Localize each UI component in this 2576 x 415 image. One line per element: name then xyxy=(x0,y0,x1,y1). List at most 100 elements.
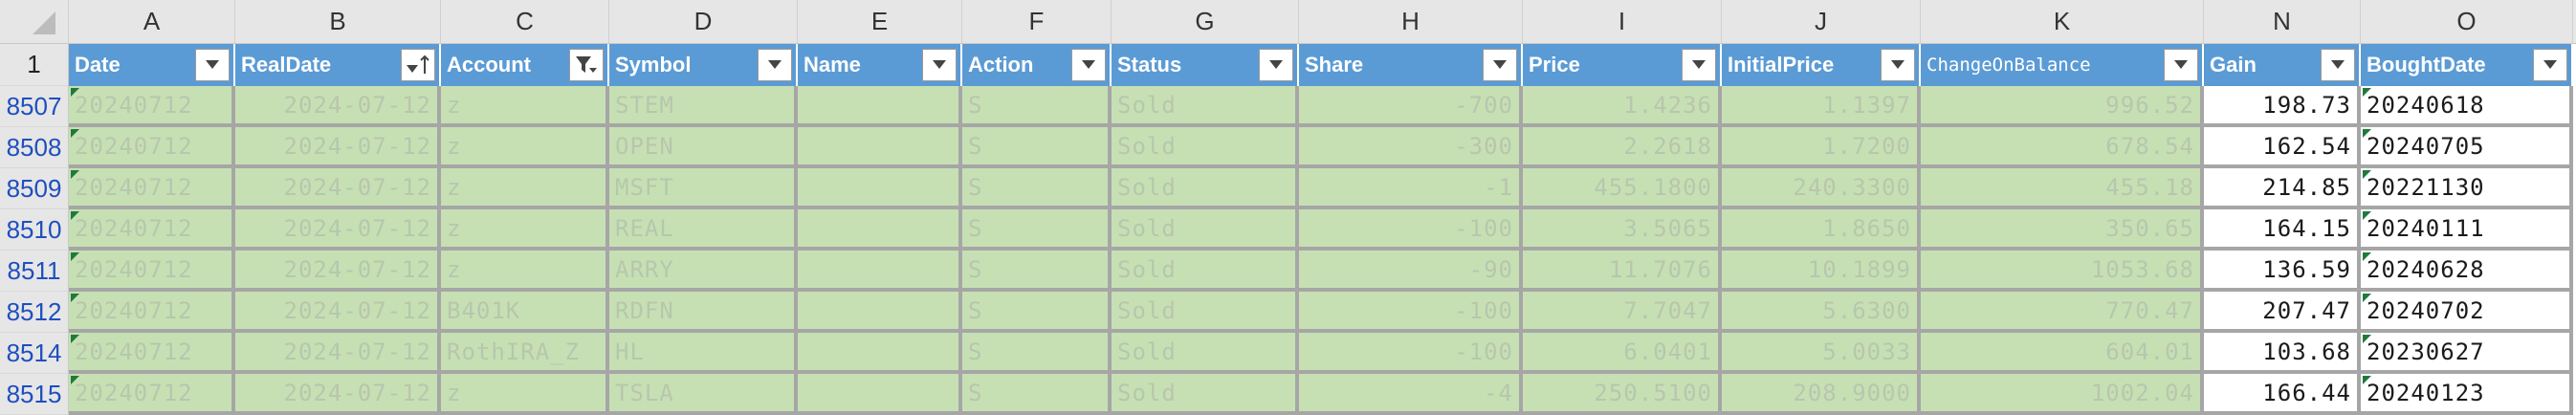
cell-name[interactable] xyxy=(798,209,962,251)
cell-symbol[interactable]: HL xyxy=(609,333,798,374)
row-number[interactable]: 8511 xyxy=(0,251,69,292)
filter-dropdown-icon[interactable] xyxy=(2321,49,2355,81)
cell-realdate[interactable]: 2024-07-12 xyxy=(235,168,441,209)
col-letter-A[interactable]: A xyxy=(69,0,235,43)
cell-changeonbalance[interactable]: 455.18 xyxy=(1921,168,2204,209)
cell-action[interactable]: S xyxy=(962,292,1112,333)
cell-changeonbalance[interactable]: 996.52 xyxy=(1921,86,2204,127)
cell-price[interactable]: 455.1800 xyxy=(1523,168,1722,209)
col-letter-I[interactable]: I xyxy=(1523,0,1722,43)
cell-share[interactable]: -100 xyxy=(1299,292,1523,333)
filter-dropdown-icon[interactable] xyxy=(2164,49,2198,81)
cell-share[interactable]: -90 xyxy=(1299,251,1523,292)
cell-realdate[interactable]: 2024-07-12 xyxy=(235,333,441,374)
header-account[interactable]: Account xyxy=(441,44,609,86)
cell-share[interactable]: -300 xyxy=(1299,127,1523,168)
cell-status[interactable]: Sold xyxy=(1112,127,1299,168)
cell-gain[interactable]: 198.73 xyxy=(2204,86,2361,127)
cell-date[interactable]: 20240712 xyxy=(69,86,235,127)
cell-action[interactable]: S xyxy=(962,374,1112,415)
cell-date[interactable]: 20240712 xyxy=(69,374,235,415)
cell-share[interactable]: -100 xyxy=(1299,333,1523,374)
cell-status[interactable]: Sold xyxy=(1112,333,1299,374)
cell-gain[interactable]: 162.54 xyxy=(2204,127,2361,168)
filter-dropdown-icon[interactable] xyxy=(758,49,792,81)
cell-status[interactable]: Sold xyxy=(1112,251,1299,292)
cell-action[interactable]: S xyxy=(962,86,1112,127)
cell-date[interactable]: 20240712 xyxy=(69,168,235,209)
filter-dropdown-icon[interactable] xyxy=(1483,49,1517,81)
header-date[interactable]: Date xyxy=(69,44,235,86)
cell-boughtdate[interactable]: 20240628 xyxy=(2361,251,2573,292)
col-letter-F[interactable]: F xyxy=(962,0,1112,43)
cell-share[interactable]: -100 xyxy=(1299,209,1523,251)
cell-name[interactable] xyxy=(798,292,962,333)
header-price[interactable]: Price xyxy=(1523,44,1722,86)
sort-ascending-icon[interactable] xyxy=(401,49,435,81)
cell-name[interactable] xyxy=(798,168,962,209)
filter-dropdown-icon[interactable] xyxy=(195,49,230,81)
cell-boughtdate[interactable]: 20240705 xyxy=(2361,127,2573,168)
row-number[interactable]: 1 xyxy=(0,44,69,86)
header-initialprice[interactable]: InitialPrice xyxy=(1722,44,1921,86)
cell-name[interactable] xyxy=(798,251,962,292)
header-changeonbalance[interactable]: ChangeOnBalance xyxy=(1921,44,2204,86)
header-realdate[interactable]: RealDate xyxy=(235,44,441,86)
col-letter-N[interactable]: N xyxy=(2204,0,2361,43)
cell-realdate[interactable]: 2024-07-12 xyxy=(235,292,441,333)
cell-boughtdate[interactable]: 20240618 xyxy=(2361,86,2573,127)
cell-account[interactable]: B401K xyxy=(441,292,609,333)
cell-action[interactable]: S xyxy=(962,168,1112,209)
cell-date[interactable]: 20240712 xyxy=(69,127,235,168)
cell-initialprice[interactable]: 1.1397 xyxy=(1722,86,1921,127)
cell-gain[interactable]: 164.15 xyxy=(2204,209,2361,251)
cell-account[interactable]: z xyxy=(441,127,609,168)
row-number[interactable]: 8507 xyxy=(0,86,69,127)
cell-share[interactable]: -4 xyxy=(1299,374,1523,415)
cell-symbol[interactable]: RDFN xyxy=(609,292,798,333)
cell-account[interactable]: z xyxy=(441,209,609,251)
cell-symbol[interactable]: MSFT xyxy=(609,168,798,209)
cell-boughtdate[interactable]: 20230627 xyxy=(2361,333,2573,374)
cell-symbol[interactable]: OPEN xyxy=(609,127,798,168)
cell-symbol[interactable]: STEM xyxy=(609,86,798,127)
cell-date[interactable]: 20240712 xyxy=(69,292,235,333)
cell-price[interactable]: 11.7076 xyxy=(1523,251,1722,292)
header-share[interactable]: Share xyxy=(1299,44,1523,86)
cell-gain[interactable]: 214.85 xyxy=(2204,168,2361,209)
cell-realdate[interactable]: 2024-07-12 xyxy=(235,251,441,292)
cell-gain[interactable]: 136.59 xyxy=(2204,251,2361,292)
cell-changeonbalance[interactable]: 678.54 xyxy=(1921,127,2204,168)
filter-dropdown-icon[interactable] xyxy=(922,49,957,81)
cell-price[interactable]: 250.5100 xyxy=(1523,374,1722,415)
select-all-corner[interactable] xyxy=(0,0,69,43)
row-number[interactable]: 8508 xyxy=(0,127,69,168)
filter-dropdown-icon[interactable] xyxy=(2533,49,2567,81)
row-number[interactable]: 8510 xyxy=(0,209,69,251)
cell-changeonbalance[interactable]: 350.65 xyxy=(1921,209,2204,251)
cell-changeonbalance[interactable]: 770.47 xyxy=(1921,292,2204,333)
cell-price[interactable]: 1.4236 xyxy=(1523,86,1722,127)
cell-price[interactable]: 7.7047 xyxy=(1523,292,1722,333)
filter-dropdown-icon[interactable] xyxy=(1071,49,1106,81)
cell-realdate[interactable]: 2024-07-12 xyxy=(235,86,441,127)
cell-initialprice[interactable]: 240.3300 xyxy=(1722,168,1921,209)
cell-changeonbalance[interactable]: 1002.04 xyxy=(1921,374,2204,415)
cell-boughtdate[interactable]: 20240123 xyxy=(2361,374,2573,415)
cell-initialprice[interactable]: 5.6300 xyxy=(1722,292,1921,333)
cell-boughtdate[interactable]: 20240111 xyxy=(2361,209,2573,251)
cell-account[interactable]: z xyxy=(441,86,609,127)
cell-realdate[interactable]: 2024-07-12 xyxy=(235,209,441,251)
cell-action[interactable]: S xyxy=(962,333,1112,374)
cell-name[interactable] xyxy=(798,86,962,127)
header-name[interactable]: Name xyxy=(798,44,962,86)
cell-account[interactable]: z xyxy=(441,374,609,415)
cell-date[interactable]: 20240712 xyxy=(69,333,235,374)
cell-boughtdate[interactable]: 20240702 xyxy=(2361,292,2573,333)
cell-date[interactable]: 20240712 xyxy=(69,209,235,251)
header-symbol[interactable]: Symbol xyxy=(609,44,798,86)
cell-boughtdate[interactable]: 20221130 xyxy=(2361,168,2573,209)
cell-gain[interactable]: 207.47 xyxy=(2204,292,2361,333)
cell-price[interactable]: 6.0401 xyxy=(1523,333,1722,374)
cell-share[interactable]: -700 xyxy=(1299,86,1523,127)
